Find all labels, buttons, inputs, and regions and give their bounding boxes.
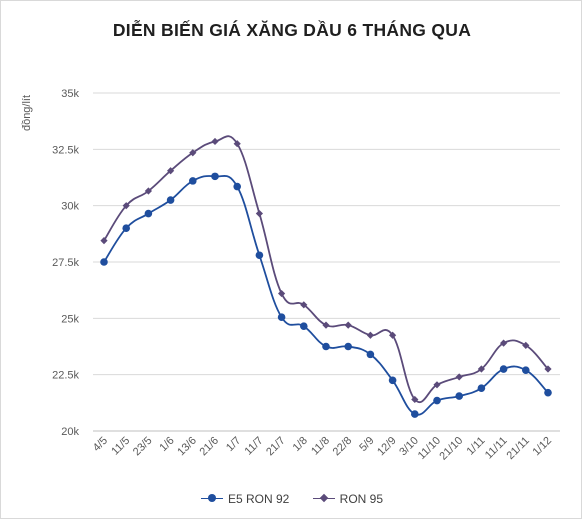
point-e5-ron-92-4: [189, 177, 197, 185]
point-e5-ron-92-13: [388, 376, 397, 385]
point-ron-95-4: [189, 149, 197, 157]
point-e5-ron-92-20: [544, 388, 552, 397]
point-e5-ron-92-14: [411, 410, 419, 418]
point-e5-ron-92-3: [166, 196, 175, 204]
point-e5-ron-92-1: [122, 224, 130, 232]
point-e5-ron-92-0: [100, 258, 108, 266]
point-ron-95-11: [344, 321, 352, 329]
x-tick-label-5: 21/6: [197, 435, 221, 459]
point-ron-95-12: [366, 331, 374, 339]
y-tick-label-2: 25k: [61, 313, 79, 325]
x-tick-label-4: 13/6: [175, 435, 199, 459]
point-ron-95-15: [433, 381, 441, 389]
x-tick-label-20: 1/12: [530, 435, 554, 459]
point-ron-95-6: [233, 140, 241, 148]
point-ron-95-9: [300, 301, 308, 309]
point-e5-ron-92-17: [477, 384, 486, 392]
y-tick-label-3: 27.5k: [52, 257, 79, 269]
x-tick-label-2: 23/5: [131, 435, 155, 459]
y-axis-label: đồng/lít: [21, 95, 33, 131]
point-ron-95-13: [389, 331, 397, 339]
point-ron-95-18: [500, 339, 508, 347]
y-tick-label-6: 35k: [61, 88, 79, 100]
x-tick-label-18: 11/11: [483, 435, 510, 462]
x-tick-label-0: 4/5: [91, 435, 110, 454]
point-e5-ron-92-8: [277, 313, 286, 322]
point-ron-95-14: [411, 395, 419, 404]
y-tick-label-5: 32.5k: [52, 144, 79, 156]
x-tick-label-15: 11/10: [416, 435, 443, 462]
point-ron-95-10: [322, 321, 330, 329]
point-e5-ron-92-10: [322, 342, 330, 351]
x-tick-label-12: 5/9: [357, 435, 376, 454]
x-tick-label-19: 21/11: [505, 435, 532, 462]
point-ron-95-0: [100, 236, 108, 245]
point-e5-ron-92-5: [211, 172, 219, 181]
x-tick-label-1: 11/5: [109, 435, 132, 458]
series-line-ron-95: [103, 135, 549, 403]
point-e5-ron-92-19: [522, 366, 530, 374]
point-e5-ron-92-16: [455, 392, 464, 400]
y-tick-label-1: 22.5k: [52, 370, 79, 382]
point-ron-95-5: [211, 137, 219, 146]
point-e5-ron-92-18: [499, 365, 508, 373]
x-tick-label-6: 1/7: [224, 435, 243, 454]
x-tick-label-7: 11/7: [242, 435, 265, 458]
legend-swatch-ron-95: [312, 493, 335, 503]
point-e5-ron-92-7: [255, 251, 264, 260]
legend-item-e5-ron-92: E5 RON 92: [200, 491, 290, 506]
x-tick-label-13: 12/9: [375, 435, 399, 459]
y-tick-label-4: 30k: [61, 201, 79, 213]
legend-label-e5-ron-92: E5 RON 92: [227, 491, 290, 506]
x-tick-label-3: 1/6: [157, 435, 176, 454]
point-ron-95-20: [544, 365, 552, 373]
x-tick-label-11: 22/8: [331, 435, 355, 459]
legend: E5 RON 92 RON 95: [0, 488, 584, 506]
chart-title: DIỄN BIẾN GIÁ XĂNG DẦU 6 THÁNG QUA: [112, 20, 472, 40]
point-e5-ron-92-15: [433, 396, 441, 405]
legend-label-ron-95: RON 95: [339, 491, 384, 506]
point-e5-ron-92-11: [344, 342, 353, 351]
x-tick-label-9: 1/8: [291, 435, 310, 454]
point-ron-95-2: [144, 187, 152, 195]
legend-item-ron-95: RON 95: [312, 491, 384, 506]
point-ron-95-8: [278, 289, 286, 298]
point-ron-95-19: [522, 341, 530, 349]
point-e5-ron-92-9: [300, 322, 308, 331]
series-line-e5-ron-92: [103, 175, 549, 416]
point-e5-ron-92-6: [233, 182, 241, 191]
point-e5-ron-92-2: [144, 209, 153, 218]
x-tick-label-10: 11/8: [309, 435, 332, 458]
point-ron-95-17: [477, 365, 485, 373]
legend-swatch-e5-ron-92: [200, 494, 223, 502]
point-ron-95-7: [255, 209, 263, 218]
x-tick-label-8: 21/7: [264, 435, 288, 459]
point-ron-95-3: [167, 167, 175, 175]
x-tick-label-16: 21/10: [437, 435, 465, 463]
point-ron-95-16: [455, 373, 463, 381]
point-ron-95-1: [122, 202, 130, 210]
point-e5-ron-92-12: [366, 350, 375, 359]
y-tick-label-0: 20k: [61, 426, 79, 438]
